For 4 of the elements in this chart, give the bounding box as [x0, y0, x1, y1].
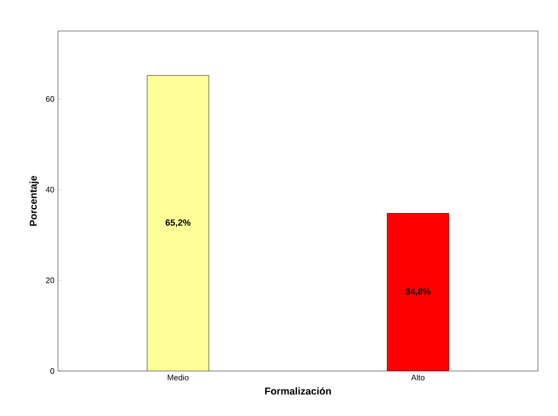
x-axis-title: Formalización [265, 387, 331, 395]
y-axis-title: Porcentaje [29, 176, 39, 226]
data-label: 65,2% [166, 219, 190, 228]
data-label: 34,8% [405, 288, 430, 296]
